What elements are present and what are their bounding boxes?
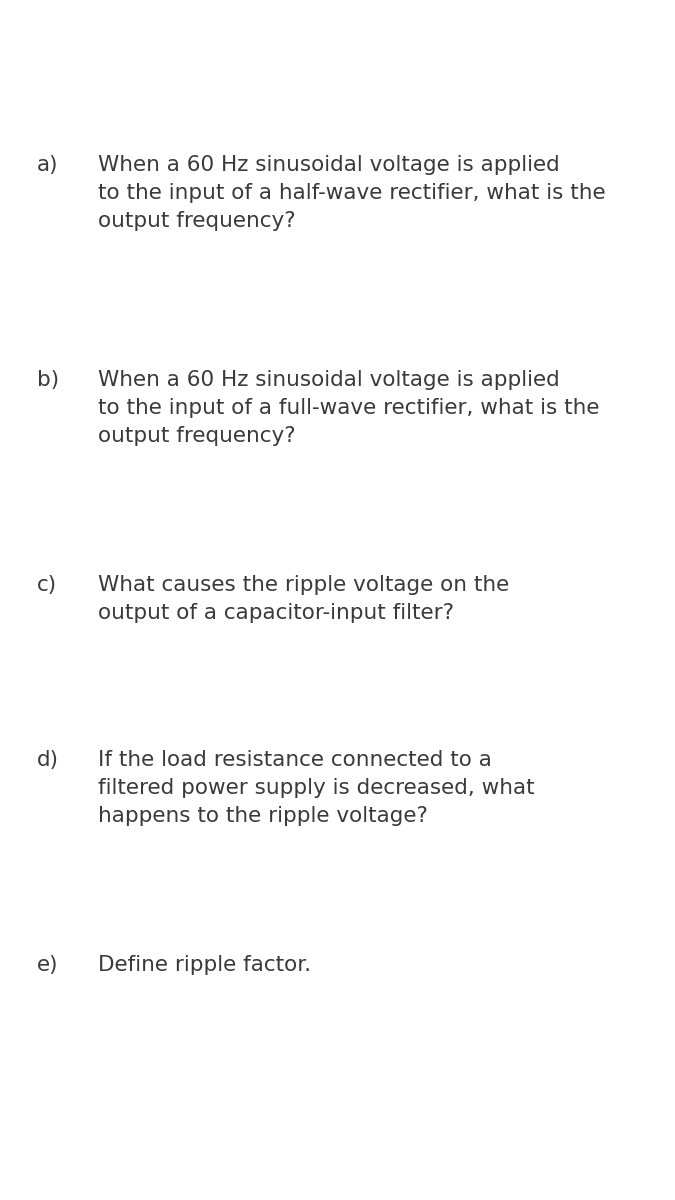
Text: output frequency?: output frequency? xyxy=(98,211,296,230)
Text: filtered power supply is decreased, what: filtered power supply is decreased, what xyxy=(98,778,535,798)
Text: output of a capacitor-input filter?: output of a capacitor-input filter? xyxy=(98,602,454,623)
Text: b): b) xyxy=(37,370,59,390)
Text: What causes the ripple voltage on the: What causes the ripple voltage on the xyxy=(98,575,509,595)
Text: to the input of a full-wave rectifier, what is the: to the input of a full-wave rectifier, w… xyxy=(98,398,599,418)
Text: to the input of a half-wave rectifier, what is the: to the input of a half-wave rectifier, w… xyxy=(98,182,605,203)
Text: d): d) xyxy=(37,750,59,770)
Text: c): c) xyxy=(37,575,57,595)
Text: e): e) xyxy=(37,955,59,974)
Text: When a 60 Hz sinusoidal voltage is applied: When a 60 Hz sinusoidal voltage is appli… xyxy=(98,370,560,390)
Text: When a 60 Hz sinusoidal voltage is applied: When a 60 Hz sinusoidal voltage is appli… xyxy=(98,155,560,175)
Text: happens to the ripple voltage?: happens to the ripple voltage? xyxy=(98,806,428,826)
Text: a): a) xyxy=(37,155,59,175)
Text: output frequency?: output frequency? xyxy=(98,426,296,446)
Text: Define ripple factor.: Define ripple factor. xyxy=(98,955,311,974)
Text: If the load resistance connected to a: If the load resistance connected to a xyxy=(98,750,492,770)
